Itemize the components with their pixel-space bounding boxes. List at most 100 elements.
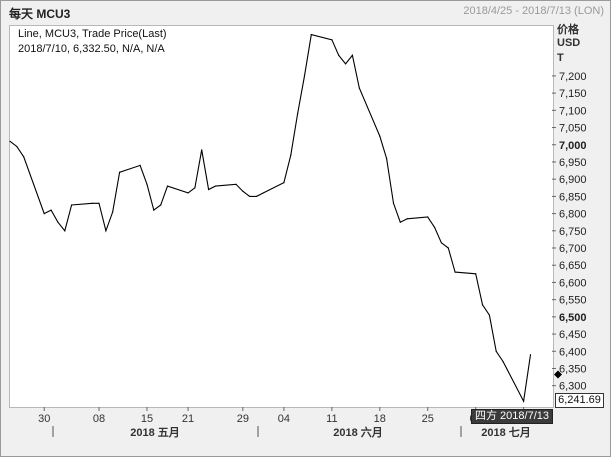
y-tick-label: 6,950 xyxy=(559,157,587,169)
data-point xyxy=(160,204,162,206)
data-point xyxy=(502,360,504,363)
data-point xyxy=(255,195,258,197)
x-tick-label: 29 xyxy=(237,413,249,425)
data-point xyxy=(235,183,237,185)
x-tick-label: 11 xyxy=(326,413,337,425)
data-point xyxy=(358,87,360,89)
x-tick-label: 04 xyxy=(278,413,290,425)
data-point xyxy=(297,113,299,115)
x-tick-label: 25 xyxy=(422,413,434,425)
y-tick-label: 6,800 xyxy=(559,209,587,221)
x-tick-label: 15 xyxy=(141,413,153,425)
data-point xyxy=(427,216,429,218)
y-tick-label: 6,550 xyxy=(559,295,587,307)
y-tick-label: 6,300 xyxy=(559,381,587,393)
y-tick-label: 7,000 xyxy=(559,140,587,152)
last-price-marker xyxy=(554,370,562,379)
data-point xyxy=(139,164,141,167)
data-point xyxy=(454,271,456,273)
legend-series-name: Line, MCU3, Trade Price(Last) xyxy=(18,28,167,40)
data-point xyxy=(303,75,306,77)
data-point xyxy=(105,230,107,232)
data-point xyxy=(43,212,45,215)
y-tick-label: 6,500 xyxy=(559,312,587,324)
data-point xyxy=(112,211,114,213)
data-point xyxy=(447,247,449,249)
data-point xyxy=(166,185,169,187)
last-value-label: 6,241.69 xyxy=(555,393,604,408)
data-point xyxy=(399,221,401,223)
x-tick-label: 08 xyxy=(93,413,105,425)
price-line xyxy=(9,33,532,403)
data-point xyxy=(201,149,203,151)
data-point xyxy=(344,63,347,65)
chart-title: 每天 MCU3 xyxy=(9,7,71,21)
data-point xyxy=(249,195,251,197)
legend-cursor-values: 2018/7/10, 6,332.50, N/A, N/A xyxy=(18,43,165,55)
data-point xyxy=(57,221,59,223)
title-bar: 每天 MCU3 2018/4/25 - 2018/7/13 (LON) xyxy=(0,0,611,24)
plot-area[interactable] xyxy=(9,25,554,408)
data-point xyxy=(64,230,66,232)
data-point xyxy=(310,34,312,36)
date-range: 2018/4/25 - 2018/7/13 (LON) xyxy=(463,5,604,17)
data-point xyxy=(16,145,18,148)
data-point xyxy=(331,39,333,41)
data-point xyxy=(338,54,340,56)
y-tick-label: 7,200 xyxy=(559,71,587,83)
y-tick-label: 6,600 xyxy=(559,277,587,289)
data-point xyxy=(9,140,11,142)
data-point xyxy=(475,273,477,275)
x-tick-label: 30 xyxy=(38,413,50,425)
data-point xyxy=(262,192,264,194)
data-point xyxy=(440,242,443,244)
data-point xyxy=(283,182,285,184)
data-point xyxy=(392,202,395,204)
data-point xyxy=(71,204,73,206)
data-point xyxy=(242,190,244,192)
y-tick-label: 7,150 xyxy=(559,88,587,100)
y-tick-label: 6,650 xyxy=(559,260,587,272)
data-point xyxy=(351,54,354,56)
data-point xyxy=(495,350,497,352)
y-tick-label: 6,750 xyxy=(559,226,587,238)
data-point xyxy=(153,209,155,211)
unit-label-ton: T xyxy=(557,52,564,64)
y-tick-label: 6,400 xyxy=(559,346,587,358)
unit-label-currency: USD xyxy=(557,37,581,49)
data-point xyxy=(481,304,484,306)
y-tick-label: 7,100 xyxy=(559,105,587,117)
y-tick-label: 6,350 xyxy=(559,363,587,375)
data-point xyxy=(50,209,52,211)
y-tick-label: 6,700 xyxy=(559,243,587,255)
data-point xyxy=(433,226,436,228)
y-tick-label: 7,050 xyxy=(559,123,587,135)
data-point xyxy=(379,135,381,137)
data-point xyxy=(194,187,196,189)
x-month-label: 2018 五月 xyxy=(130,426,180,439)
data-point xyxy=(214,185,217,187)
data-point xyxy=(529,354,532,356)
y-tick-label: 6,900 xyxy=(559,174,587,186)
cursor-date-label: 四方 2018/7/13 xyxy=(471,409,553,424)
x-tick-label: 18 xyxy=(374,413,386,425)
data-point xyxy=(488,314,490,316)
data-point xyxy=(98,202,100,204)
data-point xyxy=(386,157,388,160)
data-point xyxy=(523,400,525,402)
data-point xyxy=(23,156,25,158)
unit-label-price: 价格 xyxy=(557,24,579,36)
data-point xyxy=(207,188,210,191)
data-point xyxy=(146,183,148,185)
data-point xyxy=(91,202,93,204)
y-tick-label: 6,450 xyxy=(559,329,587,341)
y-tick-label: 6,850 xyxy=(559,191,587,203)
x-tick-label: 21 xyxy=(182,413,194,425)
x-month-label: 2018 七月 xyxy=(481,425,531,439)
data-point xyxy=(118,171,121,173)
data-point xyxy=(406,218,408,220)
x-month-label: 2018 六月 xyxy=(333,425,383,439)
data-point xyxy=(290,154,292,156)
data-point xyxy=(187,192,189,194)
